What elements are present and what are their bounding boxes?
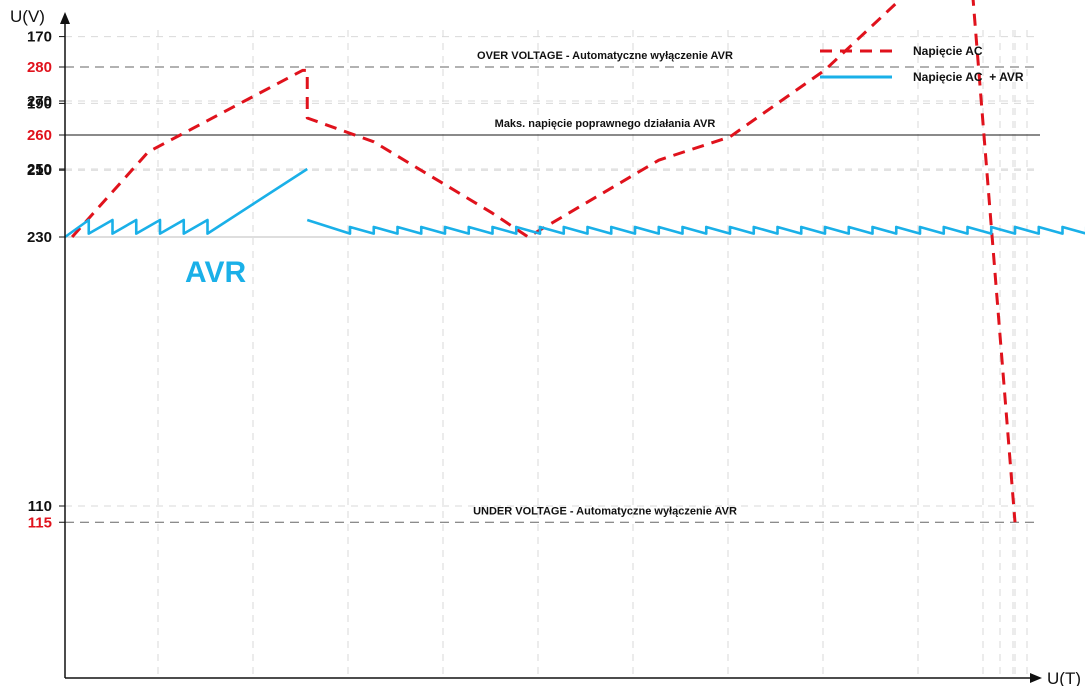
reference-line-label: UNDER VOLTAGE - Automatyczne wyłączenie … (473, 505, 737, 517)
series-ac-avr-line (306, 218, 1085, 235)
y-axis-ticks: 280270260250230210190170150130115110 (27, 29, 65, 531)
y-tick-label: 260 (27, 127, 52, 144)
y-tick-label: 270 (27, 93, 52, 110)
series-ac-line (71, 0, 1017, 523)
reference-lines: OVER VOLTAGE - Automatyczne wyłączenie A… (65, 50, 1040, 523)
y-tick-label: 170 (27, 29, 52, 46)
y-tick-label: 190 (27, 95, 52, 112)
legend: Napięcie AC Napięcie AC + AVR (820, 44, 1024, 84)
y-tick-label: 280 (27, 59, 52, 76)
x-axis-title: U(T) (1047, 669, 1081, 686)
y-tick-label: 230 (27, 229, 52, 246)
axes (60, 12, 1042, 683)
grid (65, 30, 1040, 676)
y-tick-label: 115 (28, 514, 52, 531)
y-axis-arrow-icon (60, 12, 70, 24)
x-axis-arrow-icon (1030, 673, 1042, 683)
series-ac-avr-line (64, 167, 308, 239)
series-layer (64, 0, 1085, 523)
legend-label-ac-avr: Napięcie AC + AVR (913, 70, 1024, 84)
legend-label-ac: Napięcie AC (913, 44, 983, 58)
reference-line-label: Maks. napięcie poprawnego działania AVR (495, 118, 716, 130)
y-axis-title: U(V) (10, 7, 45, 26)
y-tick-label: 110 (28, 498, 52, 515)
y-tick-label: 250 (27, 161, 52, 178)
y-tick-label: 210 (27, 162, 52, 179)
reference-line-label: OVER VOLTAGE - Automatyczne wyłączenie A… (477, 50, 733, 62)
avr-annotation: AVR (185, 256, 246, 289)
